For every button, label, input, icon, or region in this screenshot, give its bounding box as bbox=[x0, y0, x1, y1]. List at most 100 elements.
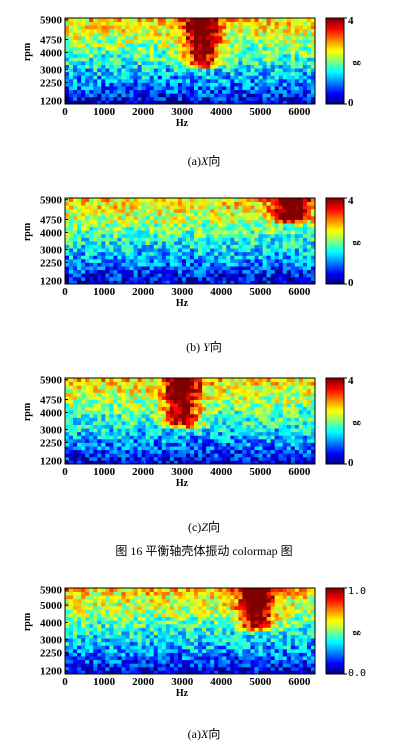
heatmap-cell bbox=[181, 18, 187, 22]
heatmap-cell bbox=[157, 230, 163, 235]
heatmap-cell bbox=[185, 392, 191, 397]
heatmap-cell bbox=[258, 28, 263, 33]
heatmap-cell bbox=[286, 273, 292, 278]
heatmap-cell bbox=[109, 25, 114, 30]
heatmap-cell bbox=[173, 656, 179, 661]
heatmap-cell bbox=[145, 269, 151, 274]
heatmap-cell bbox=[258, 64, 263, 69]
heatmap-cell bbox=[222, 226, 227, 231]
heatmap-cell bbox=[214, 212, 219, 217]
colorbar-swatch bbox=[326, 438, 344, 441]
heatmap-cell bbox=[81, 453, 86, 458]
heatmap-cell bbox=[153, 262, 159, 267]
heatmap-cell bbox=[165, 663, 171, 668]
heatmap-cell bbox=[185, 230, 191, 235]
heatmap-cell bbox=[246, 244, 251, 249]
heatmap-cell bbox=[202, 212, 207, 217]
heatmap-cell bbox=[185, 241, 191, 245]
heatmap-cell bbox=[310, 421, 316, 425]
heatmap-cell bbox=[218, 64, 223, 69]
heatmap-cell bbox=[69, 50, 74, 55]
heatmap-cell bbox=[274, 35, 280, 40]
heatmap-cell bbox=[77, 93, 82, 98]
heatmap-cell bbox=[97, 50, 102, 55]
heatmap-cell bbox=[194, 421, 199, 425]
heatmap-cell bbox=[290, 273, 296, 278]
heatmap-cell bbox=[266, 248, 272, 253]
caption-prefix: (c) bbox=[187, 520, 202, 534]
heatmap-cell bbox=[89, 666, 94, 671]
heatmap-cell bbox=[218, 89, 223, 94]
heatmap-cell bbox=[141, 25, 147, 30]
heatmap-cell bbox=[121, 230, 126, 235]
heatmap-cell bbox=[153, 43, 159, 48]
heatmap-cell bbox=[310, 262, 316, 267]
heatmap-cell bbox=[258, 410, 263, 415]
heatmap-cell bbox=[133, 395, 138, 400]
colorbar-swatch bbox=[326, 217, 344, 220]
heatmap-cell bbox=[97, 442, 102, 447]
heatmap-cell bbox=[194, 453, 199, 458]
heatmap-cell bbox=[266, 428, 272, 433]
heatmap-cell bbox=[177, 61, 183, 65]
heatmap-cell bbox=[234, 659, 239, 664]
heatmap-cell bbox=[153, 388, 159, 393]
heatmap-cell bbox=[278, 25, 284, 30]
heatmap-cell bbox=[218, 219, 223, 224]
heatmap-cell bbox=[286, 251, 292, 256]
heatmap-cell bbox=[81, 262, 86, 267]
heatmap-cell bbox=[137, 212, 143, 217]
heatmap-cell bbox=[270, 428, 276, 433]
heatmap-cell bbox=[105, 276, 110, 281]
heatmap-cell bbox=[222, 71, 227, 76]
heatmap-cell bbox=[286, 378, 292, 382]
heatmap-cell bbox=[133, 453, 138, 458]
heatmap-cell bbox=[238, 670, 243, 675]
heatmap-cell bbox=[117, 201, 122, 206]
heatmap-cell bbox=[141, 435, 147, 440]
heatmap-cell bbox=[262, 208, 268, 213]
heatmap-cell bbox=[190, 78, 195, 83]
heatmap-cell bbox=[181, 43, 187, 48]
heatmap-cell bbox=[250, 53, 255, 58]
heatmap-cell bbox=[157, 410, 163, 415]
heatmap-cell bbox=[274, 230, 280, 235]
heatmap-cell bbox=[121, 403, 126, 408]
heatmap-cell bbox=[202, 244, 207, 249]
heatmap-cell bbox=[121, 208, 126, 213]
heatmap-cell bbox=[81, 663, 86, 668]
heatmap-cell bbox=[258, 89, 263, 94]
colorbar-swatch bbox=[326, 268, 344, 272]
heatmap-cell bbox=[177, 219, 183, 224]
heatmap-cell bbox=[254, 100, 259, 105]
heatmap-cell bbox=[117, 53, 122, 58]
heatmap-cell bbox=[113, 57, 118, 62]
heatmap-cell bbox=[194, 424, 199, 429]
heatmap-cell bbox=[181, 388, 187, 393]
heatmap-cell bbox=[234, 251, 239, 256]
heatmap-cell bbox=[169, 226, 175, 231]
heatmap-cell bbox=[69, 75, 74, 80]
heatmap-cell bbox=[294, 258, 300, 263]
heatmap-cell bbox=[242, 424, 247, 429]
heatmap-cell bbox=[161, 435, 167, 440]
heatmap-cell bbox=[238, 269, 243, 274]
heatmap-cell bbox=[218, 248, 223, 253]
heatmap-cell bbox=[185, 223, 191, 228]
heatmap-cell bbox=[137, 61, 143, 65]
heatmap-cell bbox=[294, 666, 300, 671]
heatmap-cell bbox=[149, 32, 155, 37]
heatmap-cell bbox=[181, 53, 187, 58]
heatmap-cell bbox=[69, 89, 74, 94]
heatmap-cell bbox=[282, 392, 288, 397]
heatmap-cell bbox=[266, 71, 272, 76]
heatmap-cell bbox=[250, 388, 255, 393]
heatmap-cell bbox=[274, 435, 280, 440]
heatmap-cell bbox=[181, 435, 187, 440]
heatmap-cell bbox=[198, 446, 203, 451]
heatmap-cell bbox=[121, 449, 126, 454]
heatmap-cell bbox=[210, 413, 215, 418]
heatmap-cell bbox=[145, 43, 151, 48]
heatmap-cell bbox=[302, 417, 308, 422]
heatmap-cell bbox=[234, 100, 239, 105]
